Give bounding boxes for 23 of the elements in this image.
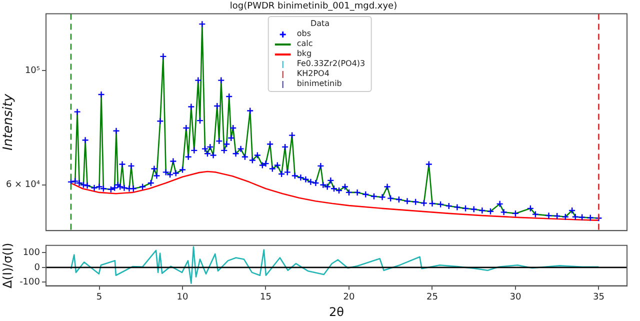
chart-title: log(PWDR binimetinib_001_mgd.xye)	[230, 2, 398, 12]
x-tick-label: 30	[510, 292, 522, 303]
x-tick-label: 25	[426, 292, 438, 303]
y-tick-label: 100	[22, 248, 40, 258]
x-tick-label: 15	[260, 292, 272, 303]
legend-label: binimetinib	[296, 79, 342, 89]
legend-label: calc	[296, 39, 313, 49]
x-axis-title: 2θ	[329, 304, 344, 319]
x-tick-label: 5	[96, 292, 102, 303]
x-tick-label: 10	[176, 292, 189, 303]
legend-title: Data	[309, 19, 331, 29]
y-tick-label: 6 × 10⁴	[6, 180, 40, 190]
legend-label: bkg	[296, 49, 312, 59]
y-tick-label: -100	[20, 277, 40, 288]
x-tick-label: 35	[592, 292, 604, 303]
y-axis-title: Intensity	[1, 94, 16, 150]
legend-label: KH2PO4	[296, 69, 330, 79]
y-tick-label: 10⁵	[24, 66, 40, 76]
legend-label: obs	[296, 29, 311, 39]
y-axis-title: Δ(I)/σ(I)	[0, 242, 14, 288]
legend-label: Fe0.33Zr2(PO4)3	[296, 59, 366, 69]
y-tick-label: 0	[34, 262, 40, 273]
x-tick-label: 20	[343, 292, 355, 303]
